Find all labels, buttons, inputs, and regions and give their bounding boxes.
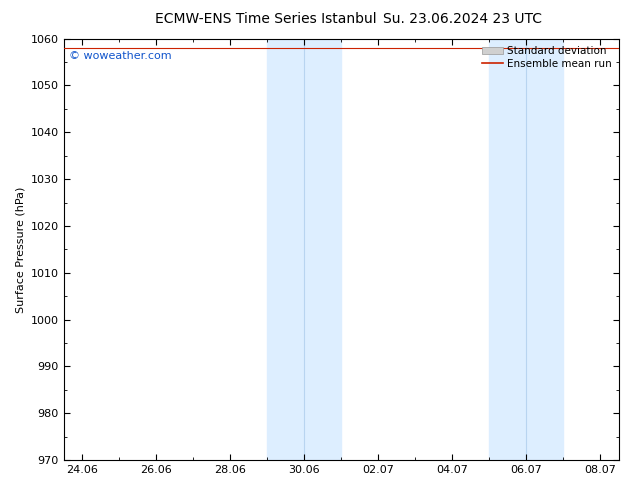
Text: © woweather.com: © woweather.com	[69, 51, 172, 61]
Bar	[489, 39, 526, 460]
Bar	[267, 39, 304, 460]
Bar	[526, 39, 564, 460]
Legend: Standard deviation, Ensemble mean run: Standard deviation, Ensemble mean run	[478, 42, 616, 73]
Bar	[304, 39, 341, 460]
Text: Su. 23.06.2024 23 UTC: Su. 23.06.2024 23 UTC	[384, 12, 542, 26]
Text: ECMW-ENS Time Series Istanbul: ECMW-ENS Time Series Istanbul	[155, 12, 377, 26]
Y-axis label: Surface Pressure (hPa): Surface Pressure (hPa)	[15, 186, 25, 313]
